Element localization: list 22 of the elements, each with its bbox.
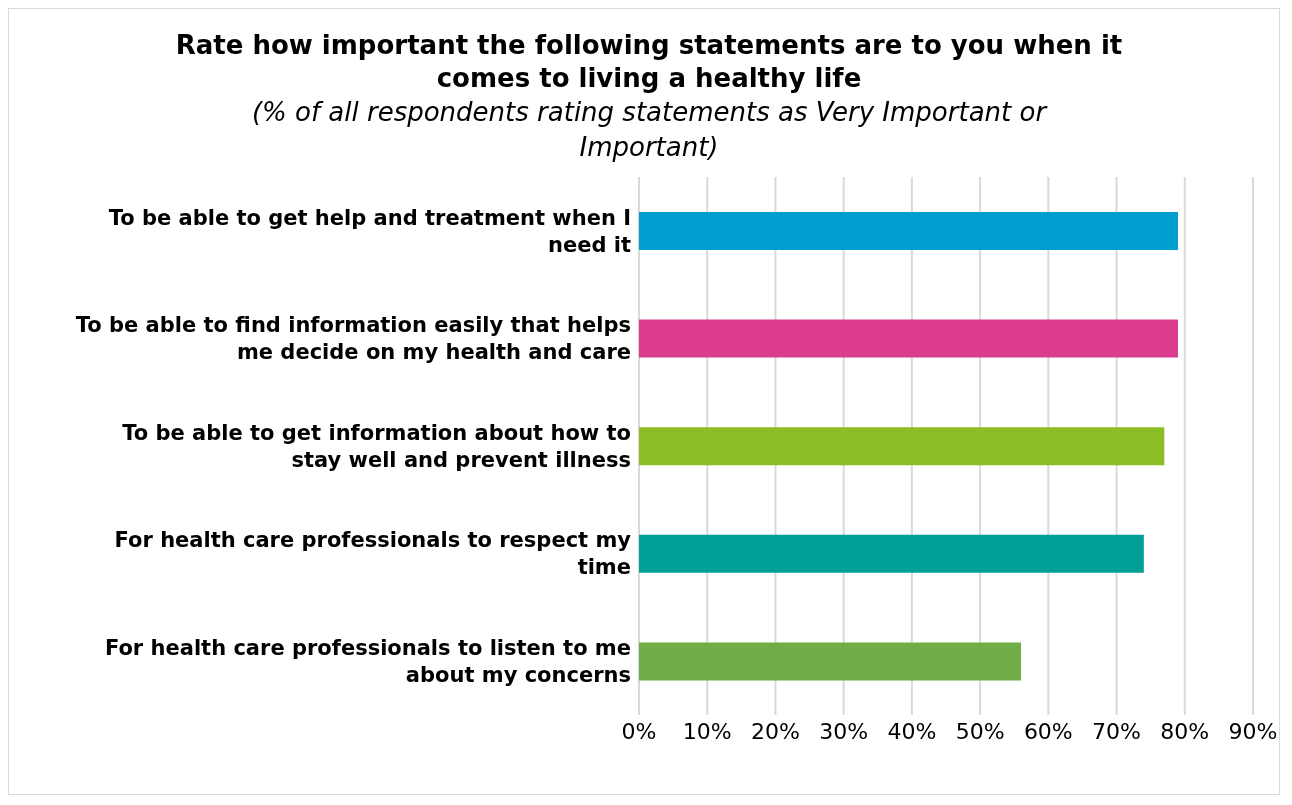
y-tick-label: For health care professionals to listen to me about my concerns [104, 636, 631, 688]
x-tick-label: 70% [1092, 718, 1142, 744]
x-tick-label: 30% [819, 718, 869, 744]
x-tick-label: 50% [955, 718, 1005, 744]
y-tick-label: To be able to get information about how to stay well and prevent illness [122, 420, 631, 472]
y-tick-label: To be able to get help and treatment when I need it [108, 205, 631, 257]
x-tick-label: 20% [750, 718, 800, 744]
chart-subtitle: (% of all respondents rating statements as Very Important or Important) [250, 96, 1049, 164]
x-tick-label: 80% [1160, 718, 1210, 744]
bar [639, 642, 1022, 681]
x-tick-label: 90% [1228, 718, 1278, 744]
chart-title: Rate how important the following statements are to you when it comes to living a healthy life [174, 29, 1124, 95]
x-tick-label: 60% [1023, 718, 1073, 744]
bar [639, 212, 1178, 250]
x-tick-label: 40% [887, 718, 937, 744]
x-tick-label: 10% [682, 718, 732, 744]
y-tick-label: To be able to find information easily that helps me decide on my health and care [75, 313, 631, 365]
bar [639, 427, 1165, 466]
bar [639, 534, 1144, 573]
y-tick-label: For health care professionals to respect my time [114, 528, 632, 580]
x-tick-label: 0% [621, 718, 657, 744]
bar [639, 319, 1178, 358]
